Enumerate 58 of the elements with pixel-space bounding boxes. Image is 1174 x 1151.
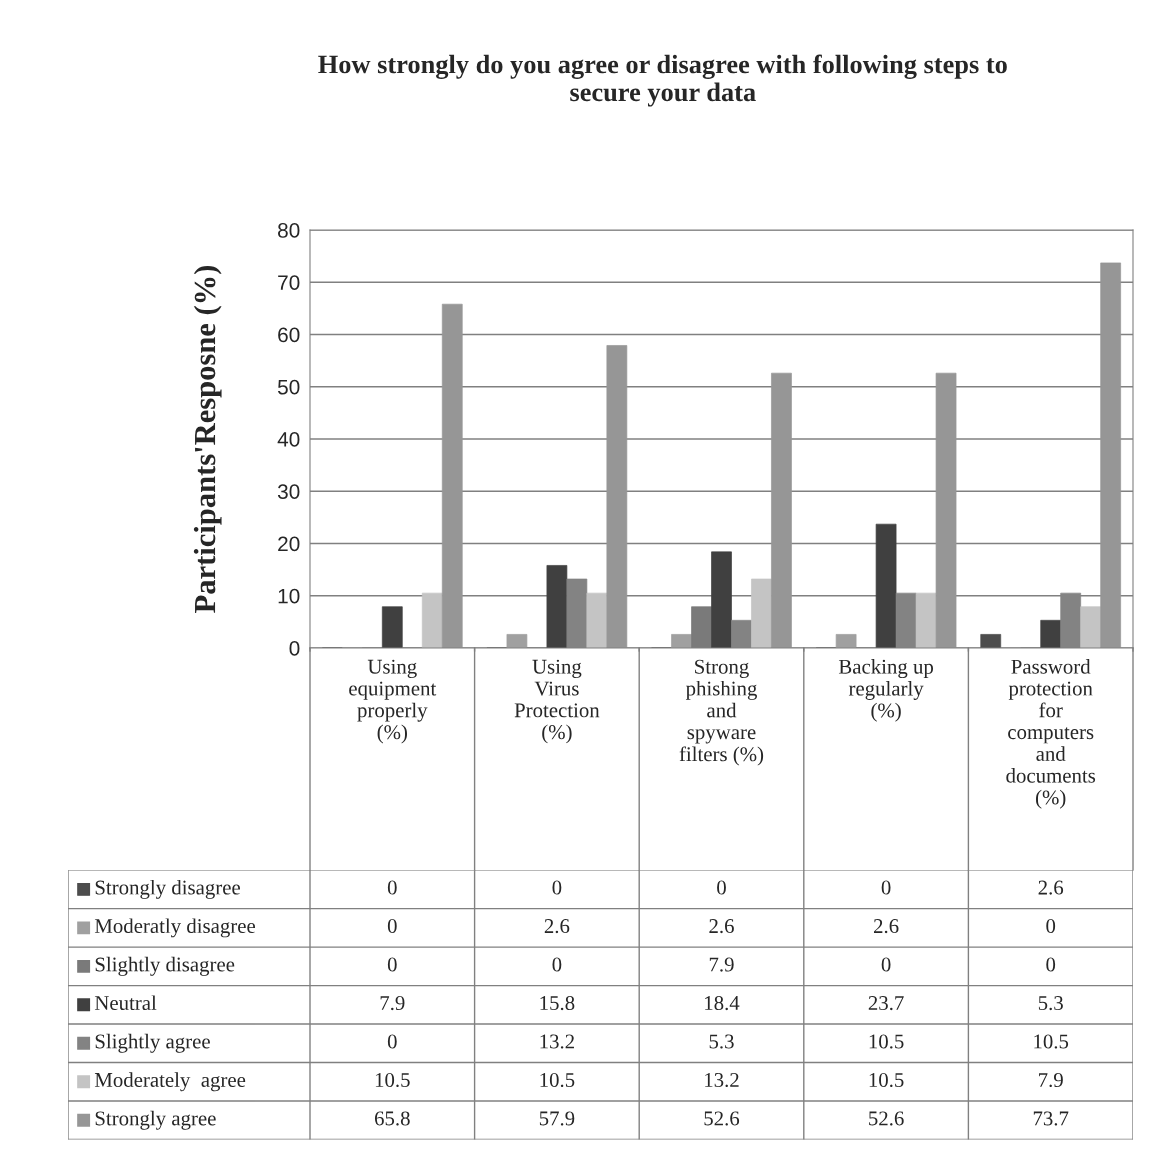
data-label: 18.4	[705, 995, 740, 1011]
data-label: 57.9	[539, 1111, 575, 1126]
data-label: 2.6	[873, 919, 899, 934]
x-tick-label: Backing up regularly (%)	[838, 659, 934, 722]
legend-label: Strongly agree	[95, 1110, 216, 1130]
data-label: 7.9	[1039, 1072, 1063, 1088]
legend-label: Slightly disagree	[95, 956, 235, 976]
x-tick-label: Strong phishing and spyware filters (%)	[679, 659, 764, 766]
legend-label: Strongly disagree	[95, 879, 240, 899]
data-label: 0	[1046, 919, 1056, 934]
legend-label: Moderatly disagree	[94, 918, 256, 938]
data-label: 0	[717, 880, 726, 895]
data-label: 10.5	[869, 1072, 904, 1088]
data-label: 10.5	[1034, 1034, 1069, 1049]
data-label: 0	[387, 1034, 397, 1049]
data-label: 0	[881, 957, 891, 972]
data-label: 0	[552, 880, 562, 895]
data-label: 15.8	[540, 995, 575, 1011]
legend-label: Moderately agree	[94, 1072, 246, 1092]
y-tick-label: 30	[277, 484, 300, 499]
legend-label: Neutral	[94, 995, 157, 1011]
data-label: 0	[552, 957, 562, 972]
data-label: 10.5	[540, 1072, 575, 1088]
x-tick-label: Using Virus Protection (%)	[514, 659, 600, 744]
data-label: 7.9	[380, 996, 405, 1011]
y-tick-label: 80	[278, 223, 300, 238]
data-label: 0	[387, 880, 397, 895]
data-label: 13.2	[705, 1072, 739, 1088]
data-label: 52.6	[869, 1111, 904, 1126]
data-label: 73.7	[1033, 1111, 1069, 1126]
data-label: 7.9	[709, 957, 734, 972]
data-label: 2.6	[1038, 880, 1064, 895]
y-axis-title: Participants'Resposne (%)	[193, 265, 222, 613]
data-label: 0	[387, 919, 397, 934]
data-label: 0	[387, 957, 397, 972]
data-label: 2.6	[709, 919, 734, 934]
x-tick-label: Using equipment properly (%)	[349, 659, 437, 744]
x-tick-label: Password protection for computers and documents (%)	[1006, 659, 1096, 809]
data-label: 10.5	[375, 1072, 410, 1088]
y-tick-label: 20	[278, 536, 300, 552]
data-label: 65.8	[374, 1111, 410, 1126]
chart-title: How strongly do you agree or disagree with following steps to secure your data	[318, 54, 1007, 107]
data-label: 10.5	[869, 1034, 904, 1049]
data-label: 5.3	[709, 1034, 734, 1049]
data-label: 0	[1046, 957, 1056, 972]
data-label: 23.7	[868, 996, 904, 1011]
legend-label: Slightly agree	[95, 1033, 210, 1053]
y-tick-label: 40	[277, 432, 300, 447]
data-label: 13.2	[540, 1034, 574, 1049]
y-tick-label: 10	[278, 588, 300, 604]
data-label: 52.6	[704, 1111, 740, 1126]
data-label: 0	[881, 880, 891, 895]
y-tick-label: 50	[277, 379, 300, 395]
y-tick-label: 0	[289, 641, 300, 656]
data-label: 5.3	[1038, 996, 1063, 1011]
y-tick-label: 60	[278, 327, 300, 343]
data-label: 2.6	[544, 919, 570, 934]
y-tick-label: 70	[278, 275, 300, 290]
